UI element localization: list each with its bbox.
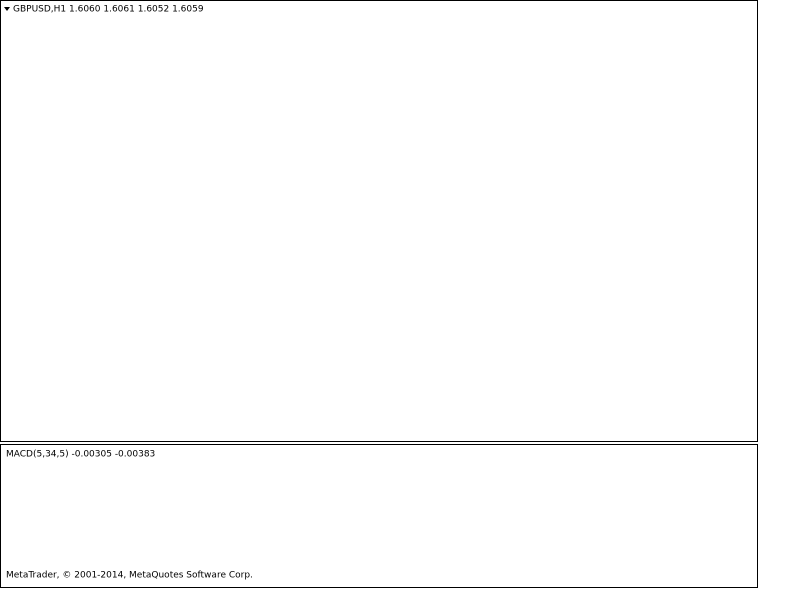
macd-frame xyxy=(0,444,758,588)
footer: MetaTrader, © 2001-2014, MetaQuotes Soft… xyxy=(6,571,253,581)
chart-title: GBPUSD,H1 1.6060 1.6061 1.6052 1.6059 xyxy=(13,5,204,15)
menu-arrow[interactable] xyxy=(4,7,10,11)
main-frame xyxy=(0,0,758,442)
macd-label: MACD(5,34,5) -0.00305 -0.00383 xyxy=(6,450,155,460)
